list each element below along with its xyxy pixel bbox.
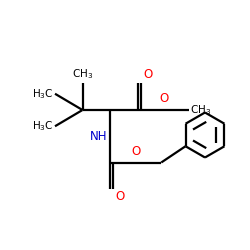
Text: CH$_3$: CH$_3$: [72, 68, 93, 81]
Text: H$_3$C: H$_3$C: [32, 87, 54, 101]
Text: O: O: [116, 190, 125, 203]
Text: NH: NH: [90, 130, 107, 143]
Text: O: O: [143, 68, 152, 81]
Text: O: O: [132, 145, 141, 158]
Text: CH$_3$: CH$_3$: [190, 103, 211, 117]
Text: O: O: [159, 92, 168, 106]
Text: H$_3$C: H$_3$C: [32, 119, 54, 133]
